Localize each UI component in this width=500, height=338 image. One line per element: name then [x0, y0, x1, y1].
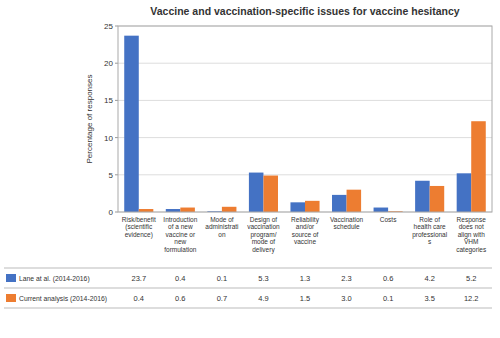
x-tick-label: Introductionof a newvaccine ornewformula… — [163, 216, 197, 253]
data-label: 0.6 — [175, 294, 185, 303]
bar — [430, 186, 445, 212]
plot-frame — [118, 26, 492, 212]
data-label: 5.2 — [466, 274, 476, 283]
table-rule — [4, 268, 492, 269]
y-axis-label: Percentage of responses — [85, 75, 94, 164]
bar — [305, 201, 320, 212]
x-tick-label-line: Role of — [419, 216, 440, 223]
x-tick-label: Responsedoes notalign withVHMcategories — [456, 216, 487, 254]
bar — [471, 121, 486, 212]
x-tick-label-line: vaccine — [294, 238, 316, 245]
data-label: 12.2 — [464, 294, 479, 303]
grid-line — [118, 100, 492, 101]
x-tick-label-line: health care — [414, 223, 447, 230]
x-tick-label-line: new — [174, 238, 186, 245]
data-label: 0.1 — [217, 274, 227, 283]
chart-svg: Vaccine and vaccination-specific issues … — [0, 0, 500, 338]
x-tick-label-line: administrati — [205, 223, 238, 230]
x-tick-label-line: and/or — [296, 223, 315, 230]
bar — [457, 173, 472, 212]
data-label: 5.3 — [258, 274, 268, 283]
legend-label: Current analysis (2014-2016) — [19, 295, 107, 303]
legend-label: Lane at al. (2014-2016) — [19, 275, 90, 283]
x-tick-label: Role ofhealth careprofessionals — [412, 216, 448, 245]
x-tick-label-line: Risk/benefit — [122, 216, 156, 223]
x-tick-label-line: Introduction — [163, 216, 197, 223]
data-table: Lane at al. (2014-2016) 23.7 0.4 0.1 5.3 1.3 2… — [4, 268, 492, 308]
grid-line — [118, 63, 492, 64]
bar — [290, 202, 305, 212]
data-label: 3.5 — [424, 294, 434, 303]
x-tick-label-line: mode of — [252, 238, 276, 245]
grid-line — [118, 174, 492, 175]
y-tick-label: 0 — [109, 208, 114, 217]
y-tick-label: 10 — [104, 134, 113, 143]
table-rule — [4, 288, 492, 289]
x-tick-label-line: vaccination — [247, 223, 280, 230]
table-rule — [4, 308, 492, 309]
data-label: 1.5 — [300, 294, 310, 303]
data-label: 0.4 — [175, 274, 185, 283]
x-tick-label-line: s — [428, 238, 432, 245]
data-label: 23.7 — [131, 274, 146, 283]
x-tick-label-line: VHM — [464, 238, 478, 245]
x-tick-label-line: schedule — [334, 223, 360, 230]
y-tick-label: 20 — [104, 59, 113, 68]
x-tick-label-line: does not — [459, 223, 484, 230]
x-tick-label-line: vaccine or — [166, 231, 196, 238]
legend-swatch — [6, 294, 16, 302]
grid-line — [118, 137, 492, 138]
x-tick-label-line: delivery — [252, 246, 275, 254]
x-tick-label-line: of a new — [168, 223, 193, 230]
chart-title: Vaccine and vaccination-specific issues … — [150, 5, 459, 17]
chart-container: Vaccine and vaccination-specific issues … — [0, 0, 500, 338]
x-tick-label-line: Vaccination — [330, 216, 364, 223]
bar — [415, 181, 430, 212]
bars — [124, 36, 486, 212]
bar — [263, 176, 278, 212]
x-tick-label-line: evidence) — [125, 231, 153, 239]
x-tick-label: Reliabilityand/orsource ofvaccine — [291, 216, 320, 245]
bar — [332, 195, 347, 212]
x-axis: Risk/benefit(scientificevidence) Introduc… — [122, 216, 487, 254]
bar — [249, 173, 264, 212]
data-label: 0.4 — [134, 294, 144, 303]
y-tick-label: 5 — [109, 171, 114, 180]
legend-swatch — [6, 274, 16, 282]
data-label: 1.3 — [300, 274, 310, 283]
x-tick-label-line: categories — [456, 246, 487, 254]
x-tick-label: Risk/benefit(scientificevidence) — [122, 216, 156, 239]
x-tick-label: Mode ofadministration — [205, 216, 238, 238]
x-tick-label-line: Costs — [380, 216, 397, 223]
x-tick-label: Design ofvaccinationprogram/mode ofdeliv… — [247, 216, 280, 254]
data-label: 0.6 — [383, 274, 393, 283]
y-tick-label: 25 — [104, 22, 113, 31]
data-label: 4.9 — [258, 294, 268, 303]
x-tick-label: Costs — [380, 216, 397, 223]
y-axis: 0 5 10 15 20 25 — [104, 22, 492, 217]
x-tick-label-line: Mode of — [210, 216, 234, 223]
y-tick-label: 15 — [104, 96, 113, 105]
data-label: 3.0 — [341, 294, 351, 303]
data-label: 0.7 — [217, 294, 227, 303]
bar — [124, 36, 139, 212]
bar — [180, 208, 195, 212]
data-label: 2.3 — [341, 274, 351, 283]
bar — [347, 190, 362, 212]
x-tick-label-line: source of — [292, 231, 319, 238]
data-label: 0.1 — [383, 294, 393, 303]
x-tick-label: Vaccinationschedule — [330, 216, 364, 230]
data-label: 4.2 — [424, 274, 434, 283]
x-tick-label-line: formulation — [164, 246, 197, 253]
x-tick-label-line: on — [218, 231, 226, 238]
bar — [222, 207, 237, 212]
bar — [374, 208, 389, 212]
